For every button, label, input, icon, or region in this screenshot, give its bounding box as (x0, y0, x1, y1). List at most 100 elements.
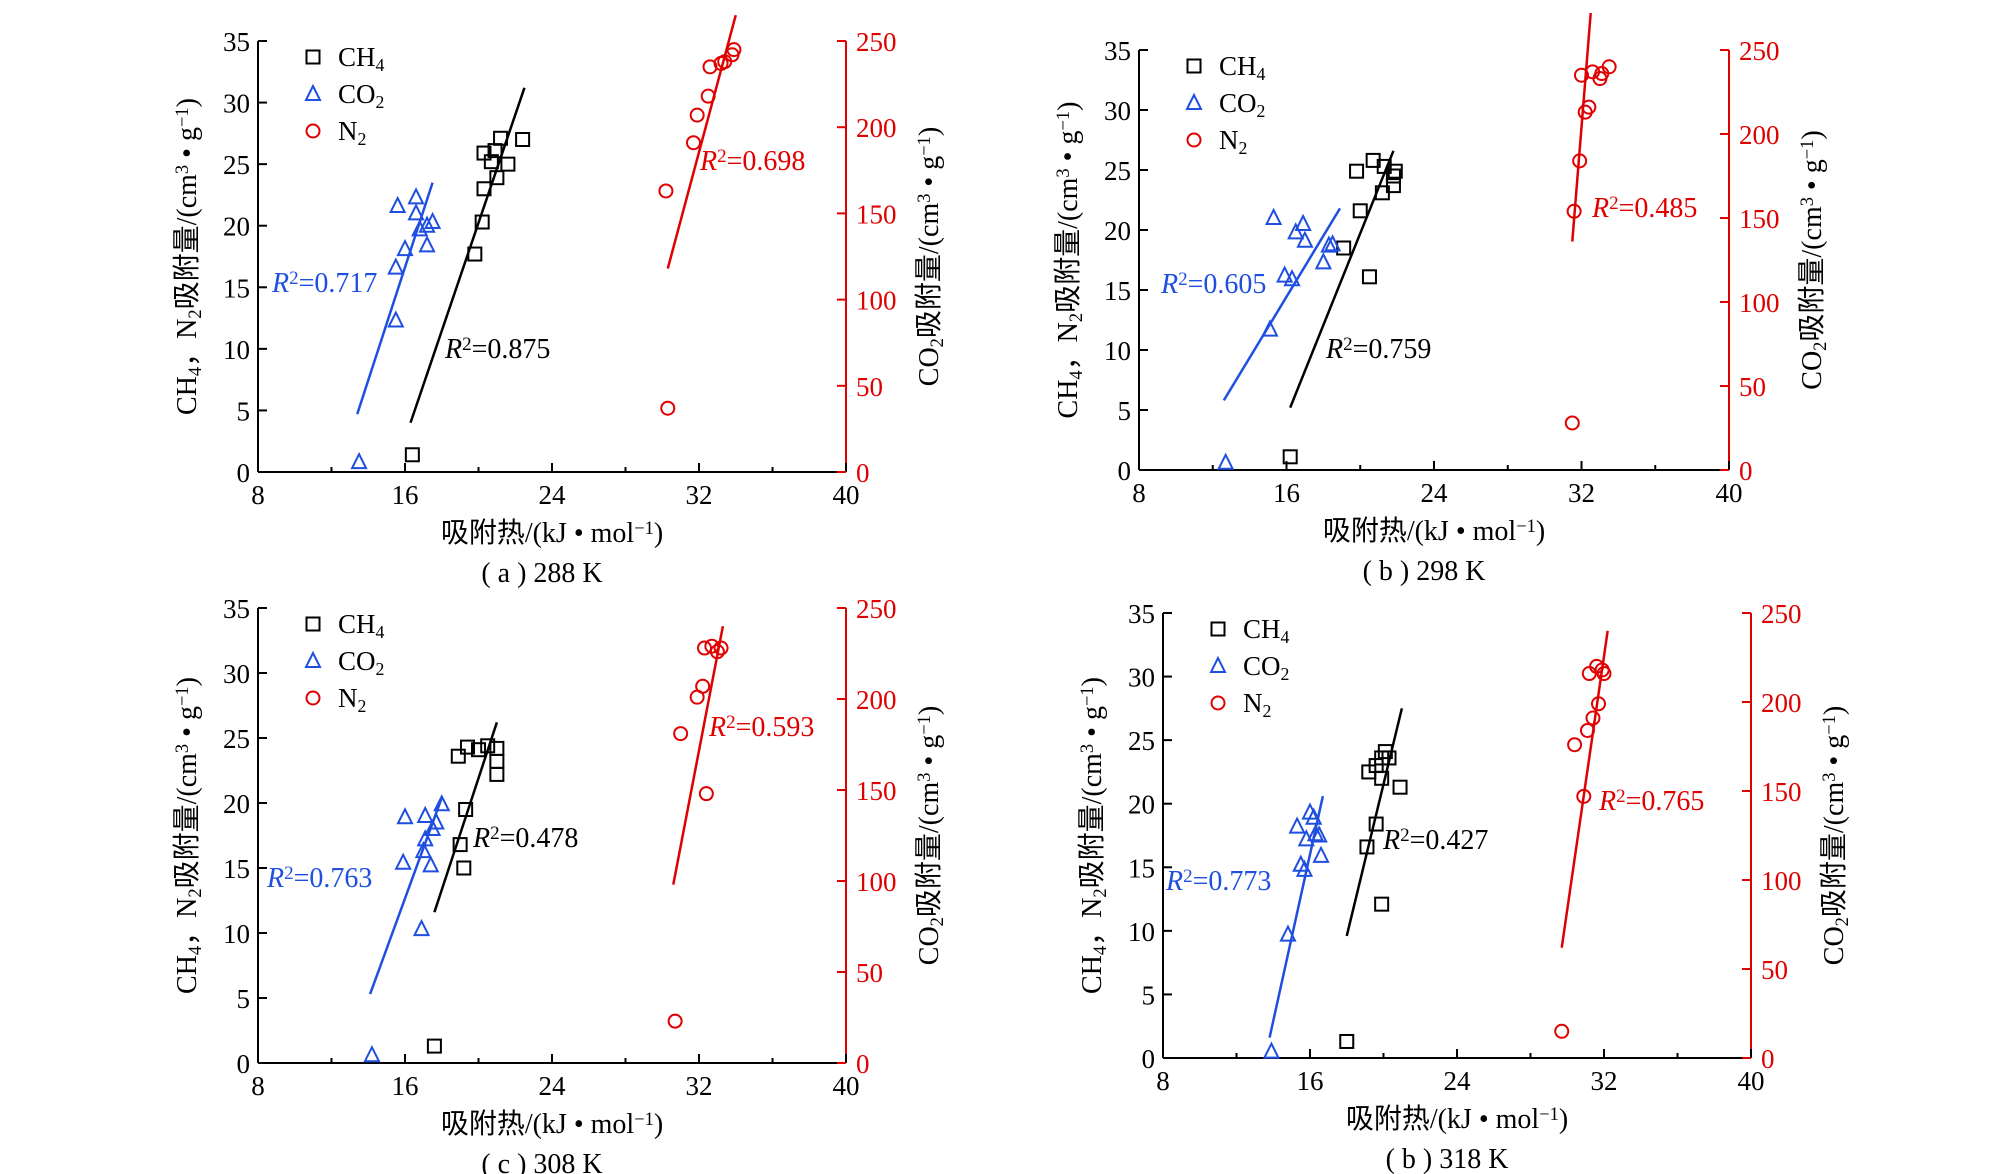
data-point (426, 1038, 442, 1054)
data-point (1572, 153, 1588, 169)
x-tick-label: 24 (1444, 1066, 1472, 1096)
data-point (416, 805, 434, 823)
triangle-marker (416, 829, 434, 847)
data-point (689, 107, 705, 123)
square-marker (489, 753, 505, 769)
circle-marker (685, 135, 701, 151)
data-point (1576, 788, 1592, 804)
triangle-marker (1264, 207, 1283, 225)
legend-marker (305, 690, 321, 706)
x-tick-label: 40 (833, 1071, 860, 1101)
y-right-tick-label: 0 (856, 1049, 870, 1079)
triangle-marker (394, 852, 412, 870)
legend-label: CH4 (1219, 51, 1266, 84)
legend-label: N2 (338, 116, 366, 149)
data-point (660, 400, 676, 416)
data-point (1305, 807, 1323, 825)
triangle-marker (418, 215, 436, 233)
square-marker (1339, 1033, 1355, 1049)
legend-marker (1210, 695, 1226, 711)
data-point (412, 918, 431, 937)
panel-caption: ( b ) 298 K (1363, 556, 1486, 587)
data-point (1352, 203, 1368, 219)
data-point (1323, 234, 1342, 252)
legend-label: CH4 (338, 42, 385, 75)
circle-marker (1579, 722, 1595, 738)
circle-marker (1576, 788, 1592, 804)
square-marker (1186, 58, 1202, 74)
data-point (1310, 825, 1328, 843)
r-squared-label: R2=0.698 (699, 146, 805, 177)
data-point (1566, 203, 1582, 219)
x-tick-label: 24 (539, 480, 567, 510)
r-squared-label: R2=0.485 (1591, 193, 1697, 224)
x-tick-label: 8 (1132, 478, 1146, 508)
data-point (493, 130, 509, 146)
r-squared-label: R2=0.593 (708, 712, 814, 743)
fit-line (368, 797, 443, 995)
data-point (1279, 924, 1297, 942)
triangle-marker (423, 211, 442, 230)
data-point (695, 678, 711, 694)
circle-marker (1566, 203, 1582, 219)
circle-marker (695, 678, 711, 694)
triangle-marker (414, 840, 432, 859)
y-right-tick-label: 50 (856, 372, 883, 402)
triangle-marker (387, 257, 405, 275)
r-squared-label: R2=0.763 (266, 863, 372, 894)
data-point (1374, 896, 1390, 912)
y-left-tick-label: 30 (223, 659, 250, 689)
y-left-tick-label: 20 (223, 789, 250, 819)
data-point (1385, 178, 1401, 194)
triangle-marker (412, 918, 431, 937)
r-squared-label: R2=0.875 (444, 334, 550, 365)
y-left-tick-label: 35 (1128, 599, 1155, 629)
r-squared-label: R2=0.765 (1598, 786, 1704, 817)
square-marker (305, 616, 321, 632)
triangle-marker (1288, 816, 1306, 834)
data-point (452, 837, 468, 853)
legend-marker (1209, 655, 1227, 673)
circle-marker (1601, 59, 1617, 75)
circle-marker (1210, 695, 1226, 711)
fit-line (433, 722, 499, 913)
circle-marker (1581, 666, 1597, 682)
y-left-tick-label: 20 (223, 212, 250, 242)
data-point (1564, 415, 1580, 431)
square-marker (1385, 178, 1401, 194)
circle-marker (689, 107, 705, 123)
y-right-axis-title: CO2吸附量/(cm3 • g−1) (1796, 130, 1830, 389)
data-point (418, 235, 436, 253)
data-point (450, 748, 466, 764)
square-marker (1359, 839, 1375, 855)
data-point (667, 1013, 683, 1029)
triangle-marker (422, 855, 440, 873)
y-left-tick-label: 10 (1128, 917, 1155, 947)
data-point (515, 132, 531, 148)
circle-marker (713, 640, 729, 656)
data-point (422, 855, 440, 873)
x-tick-label: 32 (1568, 478, 1595, 508)
data-point (1368, 816, 1384, 832)
circle-marker (709, 644, 725, 660)
square-marker (456, 860, 472, 876)
circle-marker (726, 42, 742, 58)
data-point (394, 852, 412, 870)
triangle-marker (1185, 92, 1203, 110)
data-point (418, 215, 436, 233)
square-marker (1349, 163, 1365, 179)
triangle-marker (433, 794, 451, 812)
y-left-tick-label: 15 (223, 273, 250, 303)
x-axis-title: 吸附热/(kJ • mol−1) (1346, 1103, 1568, 1135)
data-point (467, 246, 483, 262)
square-marker (483, 154, 499, 170)
circle-marker (1564, 415, 1580, 431)
y-left-tick-label: 10 (223, 919, 250, 949)
square-marker (493, 130, 509, 146)
fit-line (1571, 12, 1592, 242)
data-point (1287, 222, 1305, 240)
y-left-tick-label: 35 (223, 594, 250, 624)
data-point (363, 1044, 381, 1063)
circle-marker (700, 88, 716, 104)
triangle-marker (396, 807, 414, 825)
